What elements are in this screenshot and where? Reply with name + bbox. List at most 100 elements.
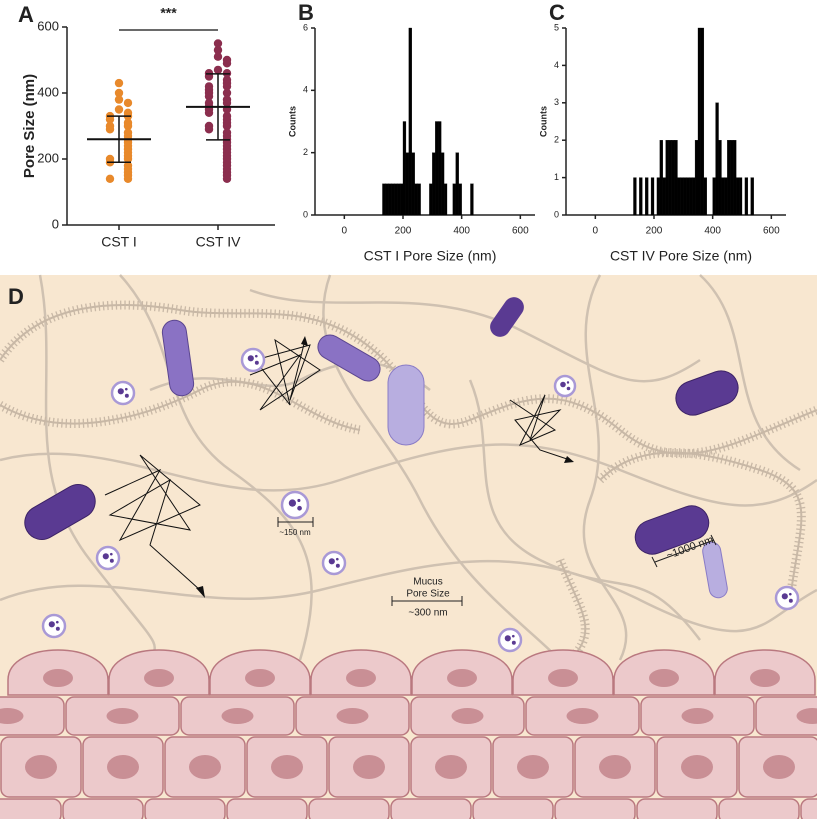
histogram-bar (405, 152, 410, 216)
data-point (105, 174, 115, 183)
histogram-bar (686, 177, 690, 216)
x-axis-label: CST IV Pore Size (nm) (610, 248, 752, 264)
histogram-bar (452, 183, 456, 216)
data-point (123, 154, 133, 164)
data-point (114, 95, 124, 104)
arrow-head (196, 586, 205, 598)
histogram-bar (683, 177, 687, 216)
y-tick-label: 1 (554, 172, 559, 182)
x-tick-label: 600 (512, 226, 529, 237)
epithelium (0, 649, 817, 819)
histogram-bar (668, 140, 672, 216)
data-point (204, 92, 214, 101)
scale-bar (277, 517, 314, 527)
data-point (222, 88, 232, 98)
histogram-bar (429, 183, 433, 216)
particle-dot (55, 626, 60, 631)
particle-dot (254, 360, 259, 365)
histogram-bar (712, 177, 716, 216)
cell (755, 696, 817, 736)
particle-dot (335, 563, 340, 568)
histogram-bar (411, 152, 415, 216)
histogram-bar (650, 177, 655, 216)
data-point (213, 45, 223, 55)
particle-dot (788, 598, 793, 603)
y-tick-label: 3 (554, 97, 559, 107)
data-point (222, 98, 232, 108)
particle-dot (781, 593, 788, 600)
x-tick-label: 400 (453, 226, 470, 237)
fiber (0, 559, 817, 633)
nucleus (681, 755, 713, 779)
error-bar (107, 115, 131, 164)
histogram-bar (697, 27, 702, 216)
x-tick-label: CST I (101, 234, 137, 250)
bacterium (317, 334, 381, 382)
histogram-bar (417, 183, 421, 216)
fiber (0, 443, 817, 507)
fiber (119, 274, 313, 661)
cell (308, 798, 390, 819)
particle-dot (109, 552, 113, 556)
particle-dot (297, 498, 301, 503)
data-point (114, 78, 124, 88)
histogram-bar (435, 121, 439, 216)
fiber (38, 274, 156, 661)
nucleus (336, 708, 369, 724)
histogram-bar (645, 177, 649, 216)
histogram-bar (730, 140, 734, 216)
fiber (582, 274, 628, 661)
arrow-head (564, 456, 574, 463)
error-bar (206, 73, 230, 141)
histogram-bar (677, 177, 681, 216)
y-tick-label: 0 (303, 209, 308, 219)
y-tick-label: 4 (554, 60, 559, 70)
nucleus (796, 708, 817, 724)
particle-dot (254, 354, 258, 358)
histogram-bar (438, 121, 442, 216)
histogram-bar (391, 183, 395, 216)
data-point (123, 121, 133, 131)
y-tick-label: 6 (303, 22, 308, 32)
nucleus (750, 669, 780, 687)
cell (636, 798, 718, 819)
particle-dot (102, 553, 109, 560)
histogram-bar (394, 183, 398, 216)
x-tick-label: 0 (342, 226, 348, 237)
histogram-bar (738, 177, 743, 216)
bacteria (24, 297, 739, 599)
particle-dot (566, 381, 570, 384)
panel-label: C (549, 0, 565, 25)
x-tick-label: 200 (646, 226, 663, 237)
random-walk (104, 454, 201, 591)
data-point (114, 88, 124, 98)
data-point (222, 174, 232, 183)
histogram-bar (750, 177, 754, 216)
particle-dot (335, 557, 339, 561)
bacterium (161, 319, 195, 397)
scale-bar (651, 534, 717, 568)
histogram-bar (744, 177, 749, 216)
histogram-bar (674, 140, 678, 216)
histogram-bar (402, 121, 407, 216)
y-tick-label: 0 (52, 216, 59, 231)
nucleus (271, 755, 303, 779)
x-tick-label: 200 (395, 226, 412, 237)
histogram-bar (733, 140, 737, 216)
bacterium (490, 297, 524, 337)
x-axis-label: CST I Pore Size (nm) (364, 248, 497, 264)
particle-dot (560, 381, 566, 388)
histogram-bar (443, 183, 448, 216)
y-axis-label: Counts (287, 106, 297, 137)
histogram-bar (689, 177, 693, 216)
random-walk (509, 394, 571, 461)
histogram-bar (662, 177, 666, 216)
cell (800, 798, 817, 819)
nucleus (649, 669, 679, 687)
particle-dot (297, 505, 302, 511)
particles (41, 347, 800, 653)
histogram-bar (727, 140, 731, 216)
histogram-bar (724, 177, 728, 216)
bacterium (675, 370, 739, 416)
